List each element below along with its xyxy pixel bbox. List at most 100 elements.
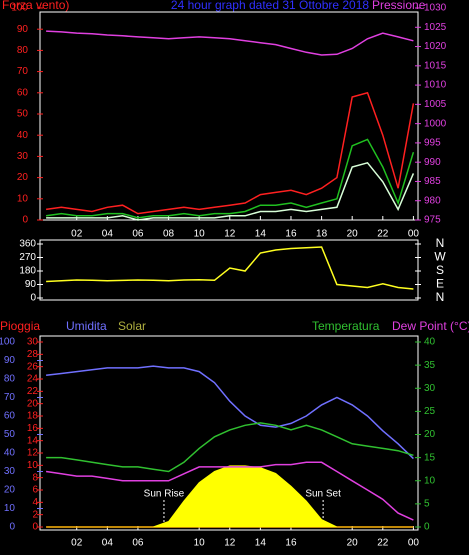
- x-tick-label: 04: [102, 229, 114, 240]
- series-line: [46, 161, 415, 221]
- y-tick-label: 0: [30, 293, 36, 304]
- y-tick-label: 10: [4, 503, 16, 514]
- y2-tick-label: E: [436, 277, 444, 291]
- x-tick-label: 00: [408, 229, 420, 240]
- y-tick-label: 180: [19, 266, 36, 277]
- y-tick-label: 0: [9, 522, 15, 533]
- y3-tick-label: 6: [32, 485, 38, 496]
- y2-tick-label: 1025: [424, 22, 447, 33]
- y-tick-label: 60: [17, 87, 29, 98]
- y3-tick-label: 18: [27, 411, 39, 422]
- y-tick-label: 90: [4, 355, 16, 366]
- plot-frame: [39, 11, 419, 221]
- y2-tick-label: 0: [424, 522, 430, 533]
- y3-tick-label: 28: [27, 349, 39, 360]
- y-tick-label: 20: [17, 172, 29, 183]
- y3-tick-label: 8: [32, 472, 38, 483]
- y2-tick-label: 20: [424, 429, 436, 440]
- chart-title: 24 hour graph dated 31 Ottobre 2018: [171, 0, 369, 12]
- plot-frame: [39, 335, 419, 531]
- legend-label: Dew Point (°C): [392, 319, 469, 333]
- y-tick-label: 90: [17, 24, 29, 35]
- x-tick-label: 06: [132, 538, 144, 549]
- y2-tick-label: N: [436, 236, 445, 250]
- x-tick-label: 12: [224, 538, 236, 549]
- y2-tick-label: 15: [424, 452, 436, 463]
- series-line: [46, 422, 414, 473]
- y3-tick-label: 0: [32, 522, 38, 533]
- x-tick-label: 18: [316, 229, 328, 240]
- legend-label: Forza vento): [2, 0, 69, 12]
- series-line: [45, 138, 415, 219]
- y-tick-label: 50: [4, 429, 16, 440]
- y2-tick-label: S: [436, 263, 444, 277]
- y2-tick-label: W: [434, 250, 446, 264]
- y3-tick-label: 12: [27, 448, 39, 459]
- x-tick-label: 12: [224, 229, 236, 240]
- y3-tick-label: 26: [27, 361, 39, 372]
- y3-tick-label: 10: [27, 460, 39, 471]
- y2-tick-label: 980: [424, 195, 441, 206]
- y2-tick-label: 5: [424, 499, 430, 510]
- y3-tick-label: 2: [32, 509, 38, 520]
- legend-label: Pioggia: [0, 319, 40, 333]
- y-tick-label: 60: [4, 411, 16, 422]
- y2-tick-label: 10: [424, 475, 436, 486]
- y-tick-label: 270: [19, 252, 36, 263]
- y2-tick-label: 995: [424, 138, 441, 149]
- x-tick-label: 16: [285, 229, 297, 240]
- series-line: [46, 246, 414, 290]
- y3-tick-label: 14: [27, 435, 39, 446]
- y3-tick-label: 4: [32, 497, 38, 508]
- y2-tick-label: 1010: [424, 80, 447, 91]
- x-tick-label: 00: [408, 538, 420, 549]
- x-tick-label: 10: [194, 229, 206, 240]
- y2-tick-label: 30: [424, 383, 436, 394]
- y2-tick-label: 40: [424, 337, 436, 348]
- y2-tick-label: 985: [424, 176, 441, 187]
- y2-tick-label: 975: [424, 215, 441, 226]
- y-tick-label: 0: [22, 215, 28, 226]
- y2-tick-label: 35: [424, 360, 436, 371]
- y-tick-label: 50: [17, 109, 29, 120]
- area: [46, 465, 414, 528]
- y-tick-label: 70: [17, 66, 29, 77]
- series-line: [45, 91, 415, 215]
- y-tick-label: 30: [4, 466, 16, 477]
- y-tick-label: 90: [25, 279, 37, 290]
- annotation: Sun Set: [305, 489, 341, 500]
- plot-frame: [39, 239, 419, 301]
- x-tick-label: 22: [377, 538, 389, 549]
- y2-tick-label: 25: [424, 406, 436, 417]
- x-tick-label: 20: [347, 538, 359, 549]
- x-tick-label: 02: [71, 538, 83, 549]
- x-tick-label: 22: [377, 229, 389, 240]
- y3-tick-label: 16: [27, 423, 39, 434]
- y3-tick-label: 24: [27, 374, 39, 385]
- y-tick-label: 10: [17, 193, 29, 204]
- legend-label: Pressione: [372, 0, 426, 12]
- x-tick-label: 02: [71, 229, 83, 240]
- y-tick-label: 70: [4, 392, 16, 403]
- y-tick-label: 40: [4, 448, 16, 459]
- y-tick-label: 100: [11, 3, 28, 14]
- y-tick-label: 360: [19, 239, 36, 250]
- x-tick-label: 14: [255, 538, 267, 549]
- y2-tick-label: N: [436, 290, 445, 304]
- legend-label: Umidita: [66, 319, 107, 333]
- y2-tick-label: 990: [424, 157, 441, 168]
- y-tick-label: 40: [17, 130, 29, 141]
- series-line: [46, 30, 414, 56]
- x-tick-label: 04: [102, 538, 114, 549]
- y3-tick-label: 22: [27, 386, 39, 397]
- y3-tick-label: 30: [27, 337, 39, 348]
- y2-tick-label: 1005: [424, 99, 447, 110]
- y2-tick-label: 1015: [424, 60, 447, 71]
- y-tick-label: 20: [4, 485, 16, 496]
- y-tick-label: 30: [17, 151, 29, 162]
- y-tick-label: 80: [4, 374, 16, 385]
- x-tick-label: 10: [194, 538, 206, 549]
- annotation: Sun Rise: [144, 489, 185, 500]
- x-tick-label: 06: [132, 229, 144, 240]
